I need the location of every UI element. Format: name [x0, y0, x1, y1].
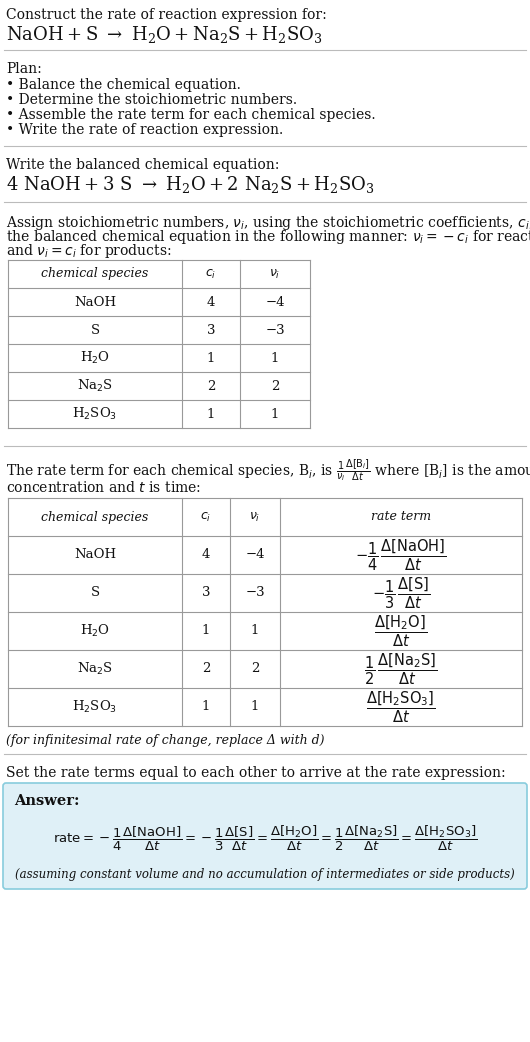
Text: $\nu_i$: $\nu_i$ — [249, 511, 261, 523]
Text: Construct the rate of reaction expression for:: Construct the rate of reaction expressio… — [6, 8, 327, 22]
Text: S: S — [91, 587, 100, 599]
Text: $-\dfrac{1}{4}\,\dfrac{\Delta[\mathrm{NaOH}]}{\Delta t}$: $-\dfrac{1}{4}\,\dfrac{\Delta[\mathrm{Na… — [355, 538, 447, 573]
Text: Answer:: Answer: — [14, 794, 80, 808]
Text: −4: −4 — [245, 548, 265, 562]
Text: 1: 1 — [251, 624, 259, 638]
Text: −3: −3 — [265, 323, 285, 337]
Text: (for infinitesimal rate of change, replace Δ with d): (for infinitesimal rate of change, repla… — [6, 734, 324, 747]
Text: $\dfrac{\Delta[\mathrm{H_2SO_3}]}{\Delta t}$: $\dfrac{\Delta[\mathrm{H_2SO_3}]}{\Delta… — [366, 689, 436, 725]
Text: $\nu_i$: $\nu_i$ — [269, 268, 281, 280]
Text: 1: 1 — [207, 351, 215, 365]
Text: 1: 1 — [271, 407, 279, 421]
Text: rate term: rate term — [371, 511, 431, 523]
Text: Na$_2$S: Na$_2$S — [77, 661, 113, 677]
Text: 1: 1 — [207, 407, 215, 421]
Text: 1: 1 — [202, 700, 210, 714]
Text: • Determine the stoichiometric numbers.: • Determine the stoichiometric numbers. — [6, 93, 297, 107]
FancyBboxPatch shape — [3, 783, 527, 889]
Text: −4: −4 — [265, 296, 285, 308]
Text: 1: 1 — [271, 351, 279, 365]
Text: 3: 3 — [202, 587, 210, 599]
Text: NaOH: NaOH — [74, 296, 116, 308]
Text: H$_2$SO$_3$: H$_2$SO$_3$ — [73, 699, 118, 715]
Text: and $\nu_i = c_i$ for products:: and $\nu_i = c_i$ for products: — [6, 242, 171, 260]
Text: $\dfrac{\Delta[\mathrm{H_2O}]}{\Delta t}$: $\dfrac{\Delta[\mathrm{H_2O}]}{\Delta t}… — [375, 614, 428, 649]
Text: 2: 2 — [207, 379, 215, 393]
Text: $\dfrac{1}{2}\,\dfrac{\Delta[\mathrm{Na_2S}]}{\Delta t}$: $\dfrac{1}{2}\,\dfrac{\Delta[\mathrm{Na_… — [365, 651, 438, 687]
Text: 1: 1 — [202, 624, 210, 638]
Text: 2: 2 — [271, 379, 279, 393]
Text: concentration and $t$ is time:: concentration and $t$ is time: — [6, 480, 201, 495]
Text: 2: 2 — [251, 663, 259, 675]
Text: $-\dfrac{1}{3}\,\dfrac{\Delta[\mathrm{S}]}{\Delta t}$: $-\dfrac{1}{3}\,\dfrac{\Delta[\mathrm{S}… — [372, 575, 430, 611]
Text: H$_2$O: H$_2$O — [80, 623, 110, 639]
Text: (assuming constant volume and no accumulation of intermediates or side products): (assuming constant volume and no accumul… — [15, 868, 515, 880]
Text: Assign stoichiometric numbers, $\nu_i$, using the stoichiometric coefficients, $: Assign stoichiometric numbers, $\nu_i$, … — [6, 214, 530, 232]
Text: The rate term for each chemical species, B$_i$, is $\frac{1}{\nu_i}\frac{\Delta[: The rate term for each chemical species,… — [6, 458, 530, 485]
Text: 4: 4 — [207, 296, 215, 308]
Text: $\mathregular{4\ NaOH + 3\ S\ \rightarrow\ H_2O + 2\ Na_2S + H_2SO_3}$: $\mathregular{4\ NaOH + 3\ S\ \rightarro… — [6, 174, 375, 195]
Text: $c_i$: $c_i$ — [200, 511, 211, 523]
Text: 4: 4 — [202, 548, 210, 562]
Text: NaOH: NaOH — [74, 548, 116, 562]
Text: • Write the rate of reaction expression.: • Write the rate of reaction expression. — [6, 123, 283, 137]
Text: Set the rate terms equal to each other to arrive at the rate expression:: Set the rate terms equal to each other t… — [6, 766, 506, 780]
Text: chemical species: chemical species — [41, 268, 148, 280]
Text: $\mathregular{NaOH + S\ \rightarrow\ H_2O + Na_2S + H_2SO_3}$: $\mathregular{NaOH + S\ \rightarrow\ H_2… — [6, 24, 323, 45]
Text: 1: 1 — [251, 700, 259, 714]
Text: • Assemble the rate term for each chemical species.: • Assemble the rate term for each chemic… — [6, 108, 376, 122]
Text: • Balance the chemical equation.: • Balance the chemical equation. — [6, 78, 241, 92]
Text: S: S — [91, 323, 100, 337]
Text: 3: 3 — [207, 323, 215, 337]
Text: −3: −3 — [245, 587, 265, 599]
Text: the balanced chemical equation in the following manner: $\nu_i = -c_i$ for react: the balanced chemical equation in the fo… — [6, 228, 530, 246]
Text: Plan:: Plan: — [6, 63, 42, 76]
Text: $c_i$: $c_i$ — [205, 268, 217, 280]
Text: chemical species: chemical species — [41, 511, 148, 523]
Text: Na$_2$S: Na$_2$S — [77, 378, 113, 394]
Text: 2: 2 — [202, 663, 210, 675]
Text: H$_2$O: H$_2$O — [80, 350, 110, 366]
Text: H$_2$SO$_3$: H$_2$SO$_3$ — [73, 406, 118, 422]
Text: $\mathrm{rate} = -\dfrac{1}{4}\dfrac{\Delta[\mathrm{NaOH}]}{\Delta t} = -\dfrac{: $\mathrm{rate} = -\dfrac{1}{4}\dfrac{\De… — [52, 824, 478, 853]
Text: Write the balanced chemical equation:: Write the balanced chemical equation: — [6, 158, 279, 172]
